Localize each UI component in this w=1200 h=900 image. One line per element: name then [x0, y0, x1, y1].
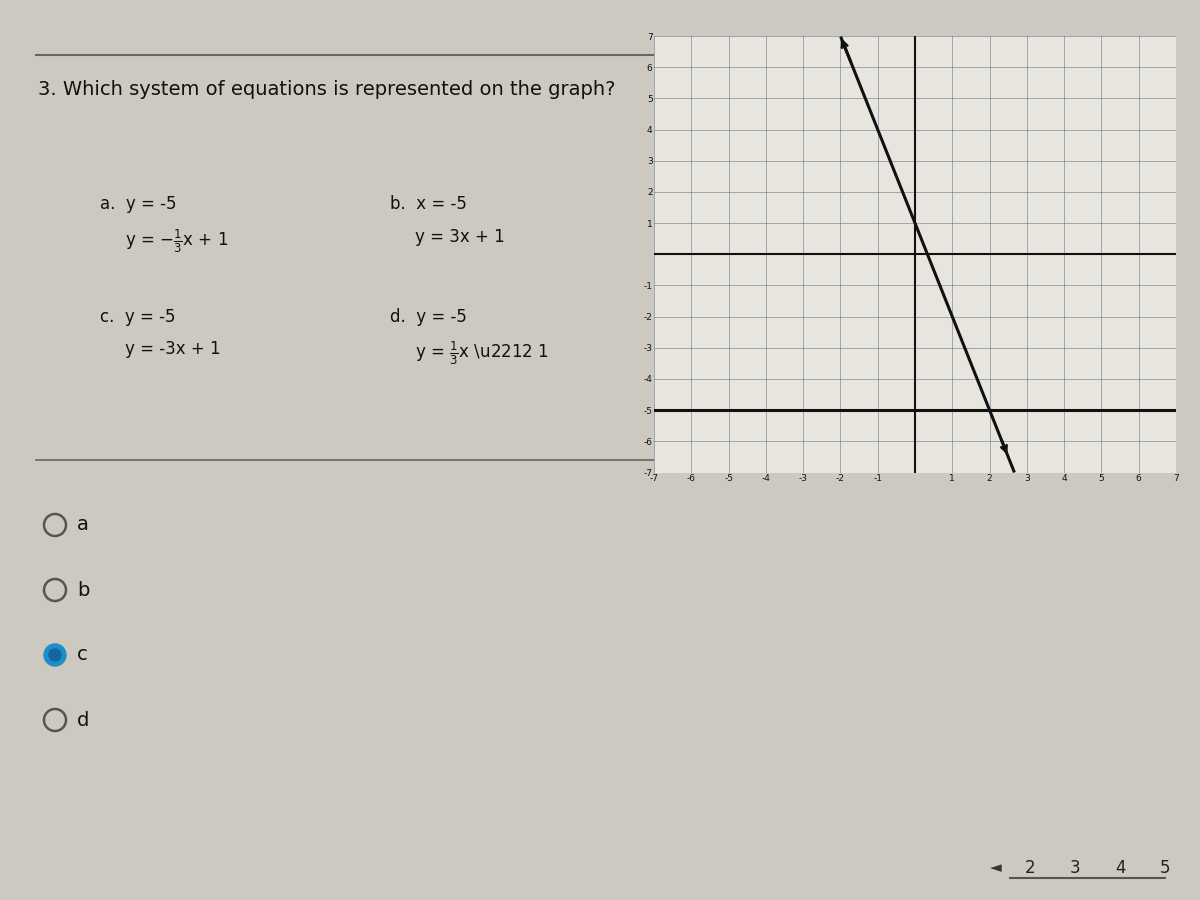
Text: ◄: ◄	[990, 860, 1002, 876]
Text: c.  y = -5: c. y = -5	[100, 308, 175, 326]
Circle shape	[49, 649, 61, 661]
Text: y = -3x + 1: y = -3x + 1	[125, 340, 221, 358]
Circle shape	[44, 644, 66, 666]
Text: 5: 5	[1159, 859, 1170, 877]
Text: d.  y = -5: d. y = -5	[390, 308, 467, 326]
Text: d: d	[77, 710, 89, 730]
Text: 4: 4	[1115, 859, 1126, 877]
Text: 3. Which system of equations is represented on the graph?: 3. Which system of equations is represen…	[38, 80, 616, 99]
Text: a: a	[77, 516, 89, 535]
Text: b: b	[77, 580, 89, 599]
Text: 2: 2	[1025, 859, 1036, 877]
Text: y = $\frac{1}{3}$x \u2212 1: y = $\frac{1}{3}$x \u2212 1	[415, 340, 548, 367]
Text: 3: 3	[1069, 859, 1080, 877]
Text: c: c	[77, 645, 88, 664]
Text: y = $-\frac{1}{3}$x + 1: y = $-\frac{1}{3}$x + 1	[125, 228, 228, 256]
Text: b.  x = -5: b. x = -5	[390, 195, 467, 213]
Text: y = 3x + 1: y = 3x + 1	[415, 228, 505, 246]
Text: a.  y = -5: a. y = -5	[100, 195, 176, 213]
